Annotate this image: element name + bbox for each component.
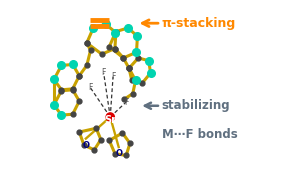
Circle shape: [106, 113, 114, 121]
Text: stabilizing: stabilizing: [162, 99, 230, 112]
Text: O: O: [116, 149, 123, 158]
Text: F: F: [101, 68, 106, 77]
Text: π-stacking: π-stacking: [162, 17, 236, 30]
Text: F: F: [124, 98, 128, 107]
Text: O: O: [82, 141, 89, 150]
Text: Sr: Sr: [104, 115, 116, 125]
Text: F: F: [111, 72, 115, 81]
Text: M⋯F bonds: M⋯F bonds: [162, 128, 238, 141]
Text: F: F: [88, 83, 93, 92]
